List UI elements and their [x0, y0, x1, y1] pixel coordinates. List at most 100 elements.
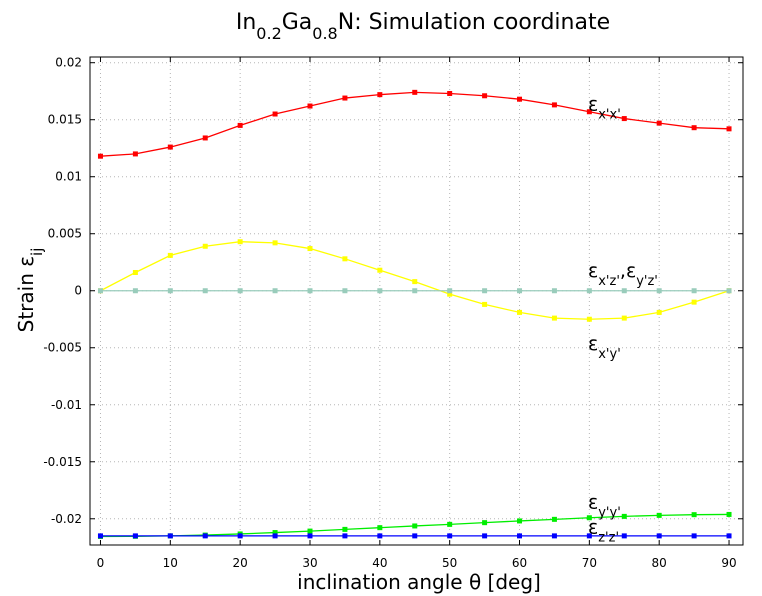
- data-point-exy: [551, 315, 557, 321]
- data-point-ezz: [447, 533, 453, 539]
- data-point-eyy: [551, 516, 557, 522]
- data-point-exx: [551, 102, 557, 108]
- x-tick-label: 90: [721, 556, 736, 570]
- y-tick-label: 0: [74, 284, 82, 298]
- data-point-exx: [412, 89, 418, 95]
- x-tick-label: 80: [652, 556, 667, 570]
- data-point-exy: [237, 239, 243, 245]
- data-point-exz: [586, 288, 592, 294]
- data-point-ezz: [167, 533, 173, 539]
- series-exz: [97, 288, 732, 294]
- data-point-ezz: [272, 533, 278, 539]
- series-exx: [97, 89, 732, 159]
- series-line-exx: [100, 91, 730, 157]
- data-point-exz: [272, 288, 278, 294]
- data-point-ezz: [621, 533, 627, 539]
- x-tick-label: 30: [302, 556, 317, 570]
- data-point-exy: [167, 252, 173, 258]
- data-point-eyy: [307, 528, 313, 534]
- data-point-exx: [202, 135, 208, 141]
- data-point-exx: [167, 144, 173, 150]
- data-point-exx: [621, 116, 627, 122]
- y-tick-label: 0.01: [55, 170, 82, 184]
- x-tick-label: 50: [442, 556, 457, 570]
- data-point-exy: [307, 246, 313, 252]
- data-point-ezz: [586, 533, 592, 539]
- x-tick-label: 20: [233, 556, 248, 570]
- x-tick-label: 10: [163, 556, 178, 570]
- data-point-exy: [412, 279, 418, 285]
- data-point-exy: [691, 299, 697, 305]
- data-point-exx: [447, 90, 453, 96]
- data-point-eyy: [621, 513, 627, 519]
- grid: [90, 57, 743, 545]
- x-tick-label: 0: [97, 556, 105, 570]
- y-tick-label: 0.02: [55, 56, 82, 70]
- data-point-exz: [307, 288, 313, 294]
- plot-frame: [89, 56, 744, 546]
- series-ezz: [97, 533, 732, 539]
- data-point-exz: [691, 288, 697, 294]
- data-point-exy: [482, 301, 488, 307]
- data-point-ezz: [551, 533, 557, 539]
- data-point-exz: [726, 288, 732, 294]
- data-point-exz: [202, 288, 208, 294]
- data-point-ezz: [656, 533, 662, 539]
- y-tick-label: -0.015: [43, 455, 82, 469]
- data-point-exy: [517, 309, 523, 315]
- y-tick-label: -0.005: [43, 341, 82, 355]
- data-point-exy: [272, 240, 278, 246]
- data-point-ezz: [377, 533, 383, 539]
- data-point-exz: [167, 288, 173, 294]
- data-point-exz: [342, 288, 348, 294]
- y-tick-label: -0.02: [51, 512, 82, 526]
- y-tick-label: 0.005: [48, 227, 82, 241]
- data-point-eyy: [412, 523, 418, 529]
- data-point-ezz: [726, 533, 732, 539]
- data-point-exz: [482, 288, 488, 294]
- data-point-exy: [342, 256, 348, 262]
- axis-ticks: 0 10 20 30 40 50 60 70 80 90 0.02 0.015 0.01 0.005 0 -0…: [43, 56, 743, 570]
- data-point-exz: [517, 288, 523, 294]
- data-point-exy: [586, 316, 592, 322]
- y-tick-label: -0.01: [51, 398, 82, 412]
- data-point-exy: [202, 243, 208, 249]
- data-point-exx: [691, 125, 697, 131]
- data-point-ezz: [237, 533, 243, 539]
- data-point-ezz: [307, 533, 313, 539]
- data-point-exz: [621, 288, 627, 294]
- data-point-eyy: [656, 512, 662, 518]
- data-point-ezz: [517, 533, 523, 539]
- data-point-eyy: [691, 512, 697, 518]
- data-point-exx: [132, 151, 138, 157]
- series-label-eyy: εy'y': [588, 492, 621, 521]
- data-point-exz: [412, 288, 418, 294]
- data-point-exy: [377, 267, 383, 273]
- data-point-exx: [482, 93, 488, 99]
- data-point-exx: [272, 111, 278, 117]
- data-point-eyy: [377, 525, 383, 531]
- data-point-exx: [726, 126, 732, 132]
- chart-title: In0.2Ga0.8N: Simulation coordinate: [236, 10, 610, 43]
- data-point-exy: [621, 315, 627, 321]
- y-tick-label: 0.015: [48, 113, 82, 127]
- data-point-eyy: [482, 520, 488, 526]
- data-point-exx: [586, 109, 592, 115]
- data-point-ezz: [691, 533, 697, 539]
- data-point-ezz: [342, 533, 348, 539]
- data-point-eyy: [517, 518, 523, 524]
- data-point-exz: [656, 288, 662, 294]
- data-point-exx: [517, 96, 523, 102]
- data-point-eyy: [272, 530, 278, 536]
- data-point-exz: [447, 288, 453, 294]
- x-tick-label: 40: [372, 556, 387, 570]
- series-label-exz: εx'z',εy'z': [588, 260, 658, 289]
- data-point-exz: [237, 288, 243, 294]
- data-point-ezz: [97, 533, 103, 539]
- data-point-eyy: [586, 515, 592, 521]
- data-point-exx: [307, 103, 313, 109]
- data-point-exy: [447, 291, 453, 297]
- data-point-exz: [132, 288, 138, 294]
- series-label-ezz: εz'z': [588, 517, 619, 546]
